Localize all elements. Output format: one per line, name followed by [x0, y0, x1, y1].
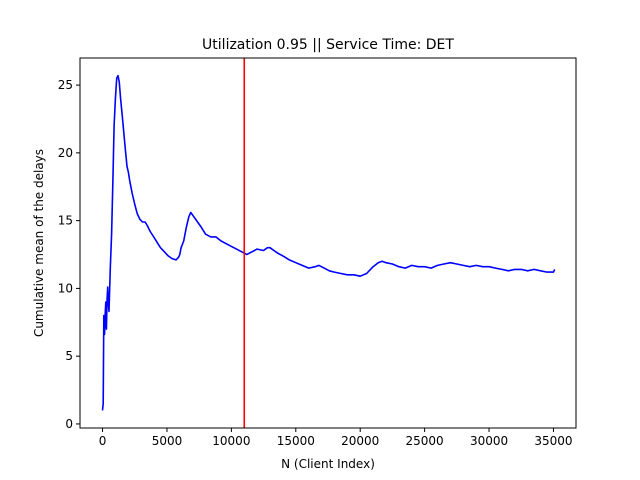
y-tick-label: 20 — [58, 146, 73, 160]
plot-area — [101, 58, 556, 428]
y-tick-label: 25 — [58, 78, 73, 92]
axes-frame — [79, 57, 577, 429]
chart-title: Utilization 0.95 || Service Time: DET — [202, 37, 454, 53]
y-tick-label: 15 — [58, 214, 73, 228]
y-tick-label: 0 — [65, 417, 73, 431]
x-tick-label: 0 — [99, 434, 107, 448]
y-tick-label: 5 — [65, 349, 73, 363]
x-tick-label: 5000 — [152, 434, 183, 448]
x-tick-label: 30000 — [470, 434, 508, 448]
x-tick-label: 25000 — [406, 434, 444, 448]
x-axis-label: N (Client Index) — [281, 457, 375, 471]
x-tick-label: 20000 — [341, 434, 379, 448]
x-axis: 0 5000 10000 15000 20000 25000 30000 35000 — [99, 428, 573, 448]
y-tick-label: 10 — [58, 281, 73, 295]
x-tick-label: 10000 — [212, 434, 250, 448]
series-line-0 — [101, 74, 556, 411]
x-tick-label: 35000 — [534, 434, 572, 448]
x-tick-label: 15000 — [277, 434, 315, 448]
y-axis: 0 5 10 15 20 25 — [58, 78, 80, 431]
y-axis-label: Cumulative mean of the delays — [32, 149, 46, 337]
